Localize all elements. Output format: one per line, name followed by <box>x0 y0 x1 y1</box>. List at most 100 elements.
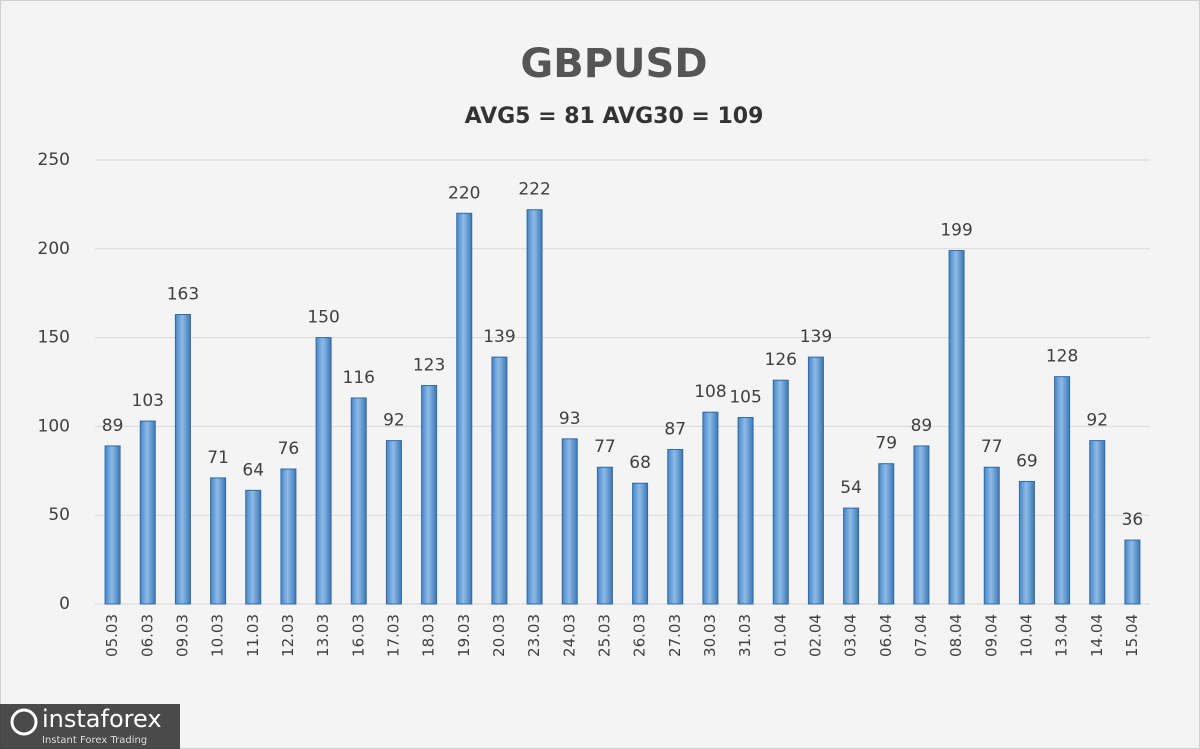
y-tick-label: 100 <box>38 416 70 436</box>
x-tick-label: 13.04 <box>1053 614 1071 657</box>
data-label: 150 <box>307 308 339 328</box>
data-label: 89 <box>911 416 933 436</box>
x-tick-label: 03.04 <box>842 614 860 657</box>
bar <box>737 417 754 605</box>
data-label: 123 <box>413 356 445 376</box>
x-tick-label: 15.04 <box>1123 614 1141 657</box>
data-label: 71 <box>207 448 229 468</box>
x-tick-label: 07.04 <box>912 614 930 657</box>
data-label: 64 <box>242 460 264 480</box>
bar <box>878 463 895 605</box>
data-label: 139 <box>483 327 515 347</box>
data-label: 105 <box>729 388 761 408</box>
bar <box>280 468 297 605</box>
y-tick-label: 150 <box>38 328 70 348</box>
bar <box>807 356 824 605</box>
x-tick-label: 10.04 <box>1017 614 1035 657</box>
chart-title: GBPUSD <box>520 41 707 87</box>
x-tick-label: 06.03 <box>138 614 156 657</box>
x-tick-label: 25.03 <box>595 614 613 657</box>
data-label: 54 <box>840 478 862 498</box>
bar <box>702 411 719 605</box>
data-label: 77 <box>981 437 1003 457</box>
bar <box>210 477 227 605</box>
bar <box>632 482 649 605</box>
data-label: 128 <box>1046 347 1078 367</box>
bar <box>174 314 191 605</box>
y-tick-label: 50 <box>48 505 70 525</box>
x-tick-label: 16.03 <box>349 614 367 657</box>
data-label: 222 <box>518 180 550 200</box>
bar <box>315 337 332 605</box>
bar <box>1089 440 1106 605</box>
x-tick-label: 20.03 <box>490 614 508 657</box>
x-tick-label: 31.03 <box>736 614 754 657</box>
x-tick-label: 26.03 <box>631 614 649 657</box>
x-tick-label: 09.04 <box>982 614 1000 657</box>
data-label: 76 <box>278 439 300 459</box>
bar <box>526 209 543 605</box>
bar <box>421 385 438 605</box>
y-tick-label: 200 <box>38 239 70 259</box>
x-tick-label: 24.03 <box>560 614 578 657</box>
data-label: 108 <box>694 382 726 402</box>
x-tick-label: 02.04 <box>806 614 824 657</box>
data-label: 68 <box>629 453 651 473</box>
x-tick-label: 05.03 <box>103 614 121 657</box>
watermark-tagline: Instant Forex Trading <box>42 735 147 746</box>
bar <box>1018 480 1035 605</box>
x-tick-label: 11.03 <box>244 614 262 657</box>
bar <box>983 466 1000 605</box>
bar <box>491 356 508 605</box>
bar <box>385 440 402 605</box>
bar <box>139 420 156 605</box>
bar <box>1124 539 1141 605</box>
bar <box>561 438 578 605</box>
bar <box>456 212 473 605</box>
x-tick-label: 06.04 <box>877 614 895 657</box>
x-tick-label: 27.03 <box>666 614 684 657</box>
x-tick-label: 12.03 <box>279 614 297 657</box>
data-label: 163 <box>167 285 199 305</box>
bar <box>350 397 367 605</box>
data-label: 199 <box>940 221 972 241</box>
x-tick-label: 17.03 <box>384 614 402 657</box>
x-tick-label: 09.03 <box>173 614 191 657</box>
bar <box>1054 376 1071 605</box>
x-tick-label: 14.04 <box>1088 614 1106 657</box>
y-tick-label: 250 <box>38 150 70 170</box>
data-label: 220 <box>448 183 480 203</box>
x-tick-label: 30.03 <box>701 614 719 657</box>
watermark-brand: instaforex <box>42 705 162 733</box>
data-label: 103 <box>132 391 164 411</box>
watermark-logo <box>10 708 38 736</box>
data-label: 87 <box>664 419 686 439</box>
bar <box>913 445 930 605</box>
y-tick-label: 0 <box>59 594 70 614</box>
x-tick-label: 08.04 <box>947 614 965 657</box>
bar <box>843 507 860 605</box>
data-label: 116 <box>343 368 375 388</box>
bar <box>104 445 121 605</box>
bar <box>772 379 789 605</box>
x-tick-label: 19.03 <box>455 614 473 657</box>
data-label: 69 <box>1016 451 1038 471</box>
x-tick-label: 23.03 <box>525 614 543 657</box>
data-label: 126 <box>765 350 797 370</box>
x-tick-label: 18.03 <box>420 614 438 657</box>
x-tick-label: 10.03 <box>209 614 227 657</box>
data-label: 139 <box>800 327 832 347</box>
watermark: instaforex Instant Forex Trading <box>0 704 180 749</box>
data-label: 77 <box>594 437 616 457</box>
bar <box>667 448 684 605</box>
bar <box>596 466 613 605</box>
bar <box>948 250 965 605</box>
bar <box>245 489 262 605</box>
data-label: 92 <box>1086 411 1108 431</box>
x-tick-label: 01.04 <box>771 614 789 657</box>
chart-subtitle: AVG5 = 81 AVG30 = 109 <box>465 104 764 129</box>
data-label: 36 <box>1122 510 1144 530</box>
x-tick-label: 13.03 <box>314 614 332 657</box>
